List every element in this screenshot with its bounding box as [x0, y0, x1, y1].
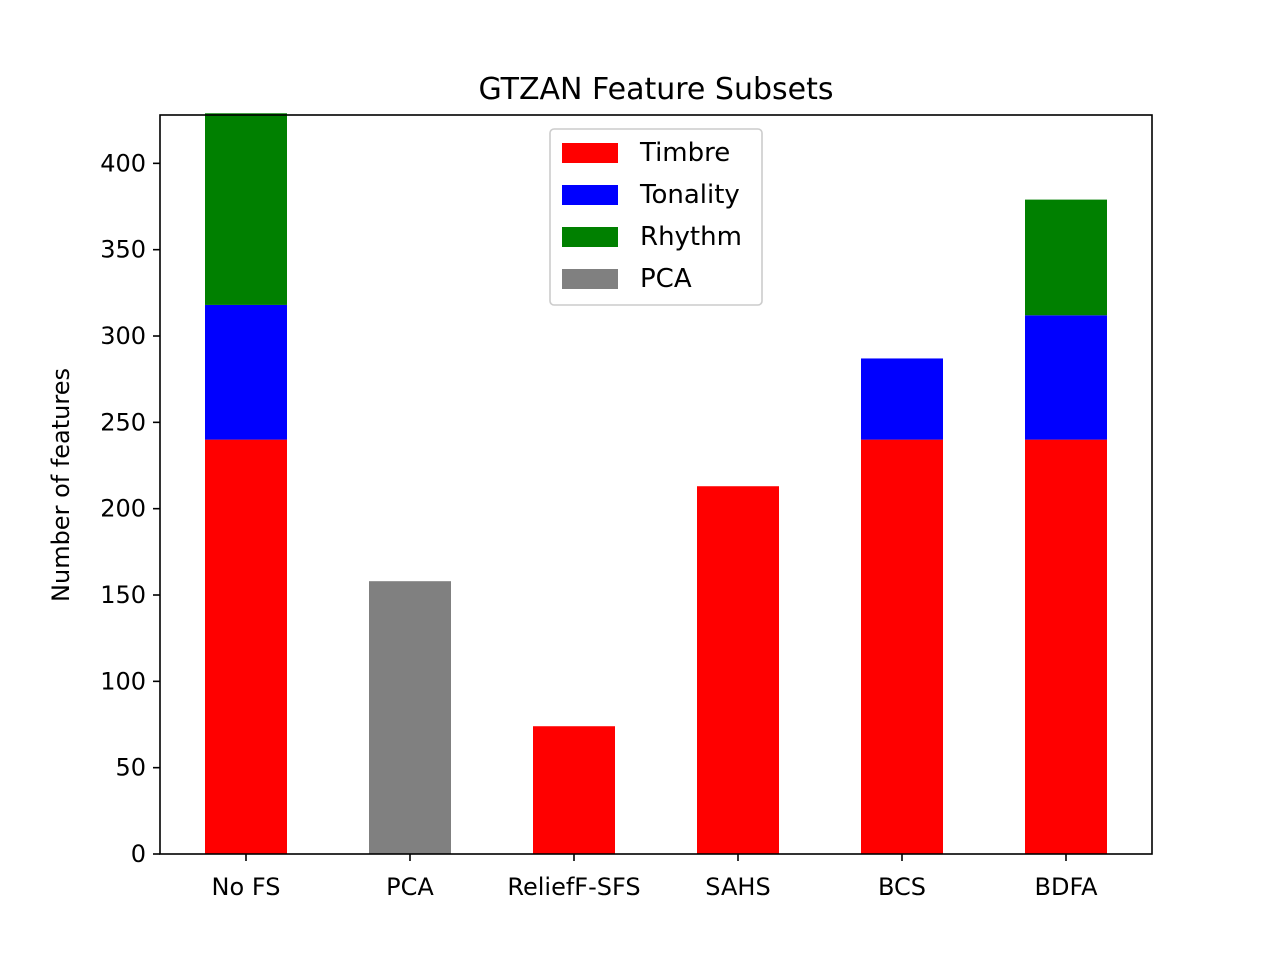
y-tick-label: 300 — [100, 322, 146, 350]
y-tick-label: 150 — [100, 581, 146, 609]
x-tick-label: BDFA — [1035, 873, 1099, 901]
plot-frame — [159, 114, 1153, 855]
legend-label-pca: PCA — [640, 264, 692, 294]
bar-no-fs-timbre — [205, 439, 287, 854]
y-tick-label: 100 — [100, 667, 146, 695]
y-tick-label: 350 — [100, 236, 146, 264]
legend: Timbre Tonality Rhythm PCA — [549, 128, 763, 306]
bar-relieff-sfs-timbre — [533, 726, 615, 854]
bar-no-fs-rhythm — [205, 113, 287, 305]
x-tick-label: SAHS — [705, 873, 770, 901]
bar-bdfa-tonality — [1025, 315, 1107, 440]
legend-label-rhythm: Rhythm — [640, 222, 742, 252]
legend-label-timbre: Timbre — [639, 138, 730, 168]
legend-box — [549, 128, 763, 306]
bar-bdfa-timbre — [1025, 439, 1107, 854]
legend-label-tonality: Tonality — [639, 180, 740, 210]
bars — [205, 113, 1107, 854]
bar-sahs-timbre — [697, 486, 779, 854]
bar-bdfa-rhythm — [1025, 199, 1107, 316]
bar-bcs-timbre — [861, 439, 943, 854]
y-tick-label: 200 — [100, 495, 146, 523]
x-tick-label: PCA — [386, 873, 434, 901]
y-tick-label: 400 — [100, 149, 146, 177]
bar-no-fs-tonality — [205, 304, 287, 440]
bar-pca-pca — [369, 581, 451, 854]
y-tick-label: 0 — [131, 840, 146, 868]
legend-swatch-tonality — [562, 185, 618, 205]
legend-swatch-timbre — [562, 143, 618, 163]
axes: 0 50 100 150 200 250 300 350 400 No FS PCA ReliefF-… — [100, 114, 1153, 901]
legend-swatch-rhythm — [562, 227, 618, 247]
y-axis-label: Number of features — [47, 368, 75, 602]
y-tick-label: 250 — [100, 408, 146, 436]
x-tick-label: No FS — [212, 873, 281, 901]
bar-bcs-tonality — [861, 358, 943, 440]
legend-swatch-pca — [562, 269, 618, 289]
y-tick-label: 50 — [115, 754, 146, 782]
x-tick-label: BCS — [878, 873, 926, 901]
x-tick-label: ReliefF-SFS — [507, 873, 640, 901]
chart-title: GTZAN Feature Subsets — [478, 72, 833, 107]
